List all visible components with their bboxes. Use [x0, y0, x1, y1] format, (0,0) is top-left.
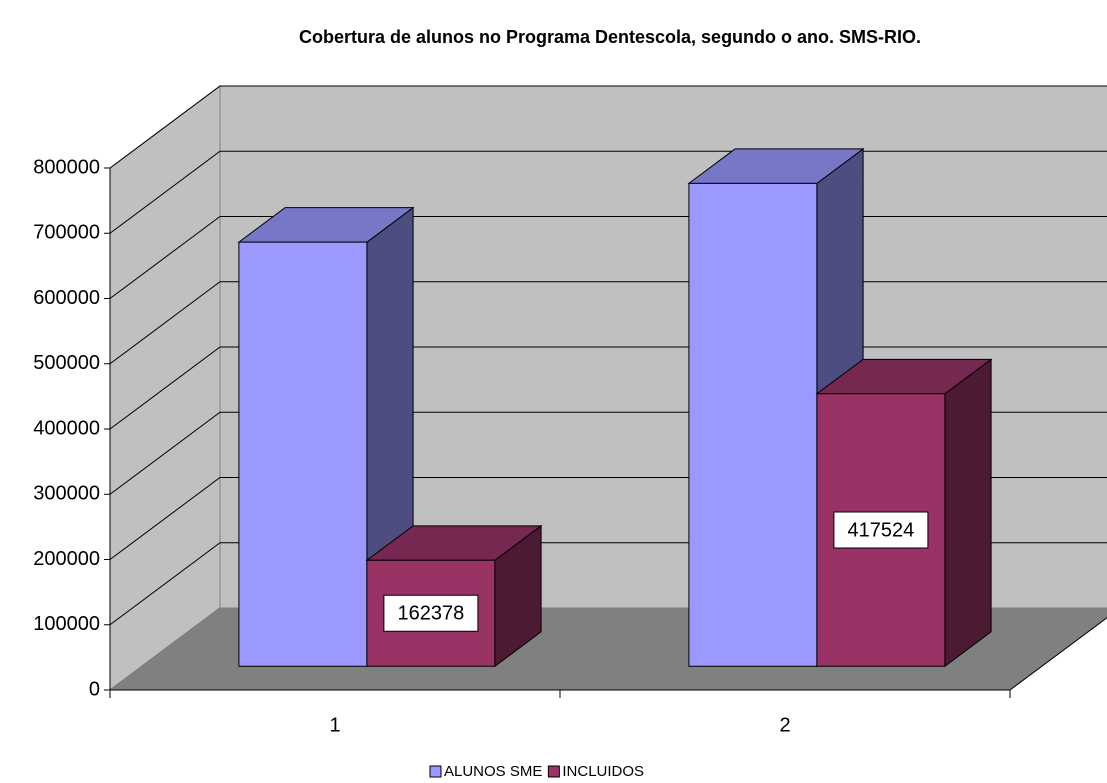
y-tick-label: 700000 — [33, 222, 100, 244]
value-label: 162378 — [398, 603, 465, 625]
y-tick-label: 200000 — [33, 548, 100, 570]
bar-front — [238, 241, 368, 667]
x-tick-label: 1 — [329, 714, 340, 736]
y-tick-label: 400000 — [33, 417, 100, 439]
legend-label: ALUNOS SME — [444, 763, 542, 780]
grid-line — [109, 85, 1107, 169]
y-tick-label: 100000 — [33, 613, 100, 635]
value-label: 417524 — [848, 519, 915, 541]
value-label-box — [833, 511, 929, 549]
y-tick-label: 800000 — [33, 156, 100, 178]
y-tick-label: 0 — [89, 678, 100, 700]
legend-swatch — [429, 765, 442, 778]
legend-swatch — [547, 765, 560, 778]
chart-title: Cobertura de alunos no Programa Dentesco… — [299, 27, 921, 47]
x-axis-depth — [1009, 617, 1107, 691]
x-tick-label: 2 — [779, 714, 790, 736]
legend-label: INCLUIDOS — [562, 763, 644, 780]
y-tick-label: 500000 — [33, 352, 100, 374]
bar-front — [688, 182, 818, 667]
value-label-box — [383, 594, 479, 632]
bar-side — [944, 358, 992, 668]
y-tick-label: 600000 — [33, 287, 100, 309]
y-tick-label: 300000 — [33, 483, 100, 505]
